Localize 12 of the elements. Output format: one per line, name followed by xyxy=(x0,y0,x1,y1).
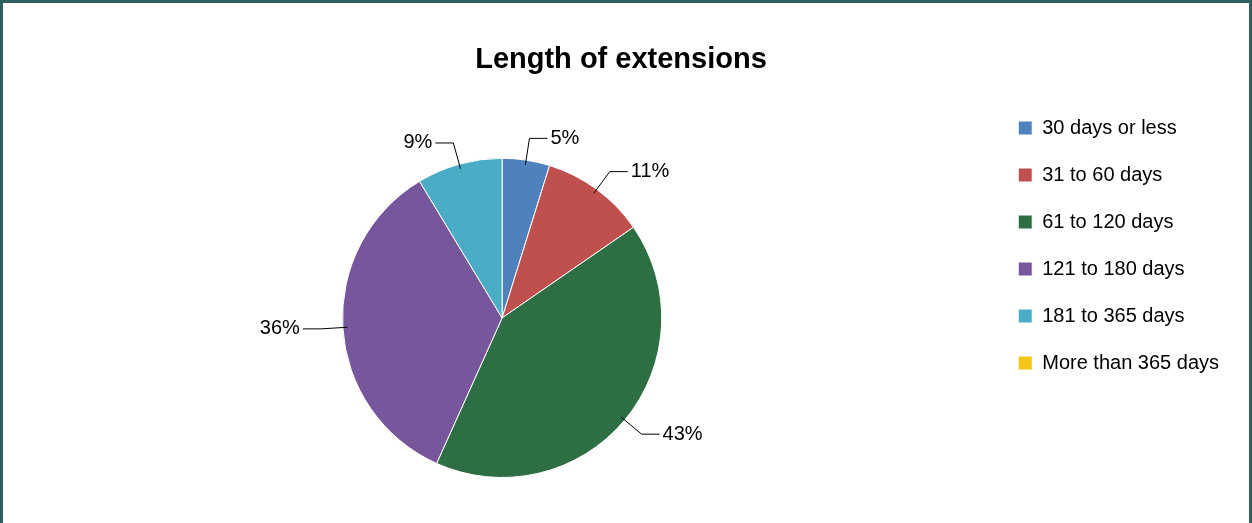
chart-title: Length of extensions xyxy=(475,42,767,75)
data-label: 5% xyxy=(550,125,580,148)
legend-label: 30 days or less xyxy=(1042,115,1177,138)
data-label: 11% xyxy=(630,159,670,182)
legend-label: 31 to 60 days xyxy=(1042,162,1163,185)
legend-label: 121 to 180 days xyxy=(1042,256,1185,279)
data-label: 9% xyxy=(403,130,433,153)
legend-label: More than 365 days xyxy=(1042,350,1219,373)
legend-label: 61 to 120 days xyxy=(1042,209,1174,232)
data-label: 36% xyxy=(259,316,301,339)
legend-label: 181 to 365 days xyxy=(1042,303,1185,326)
data-label: 43% xyxy=(662,421,703,444)
